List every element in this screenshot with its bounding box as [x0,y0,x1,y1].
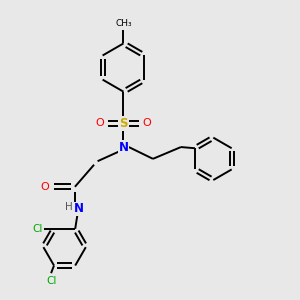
Text: CH₃: CH₃ [115,19,132,28]
Text: Cl: Cl [32,224,42,234]
Text: H: H [64,202,72,212]
Text: S: S [119,117,128,130]
Text: O: O [96,118,104,128]
Text: N: N [118,141,128,154]
Text: N: N [74,202,83,215]
Text: O: O [40,182,49,192]
Text: Cl: Cl [46,276,56,286]
Text: O: O [143,118,152,128]
